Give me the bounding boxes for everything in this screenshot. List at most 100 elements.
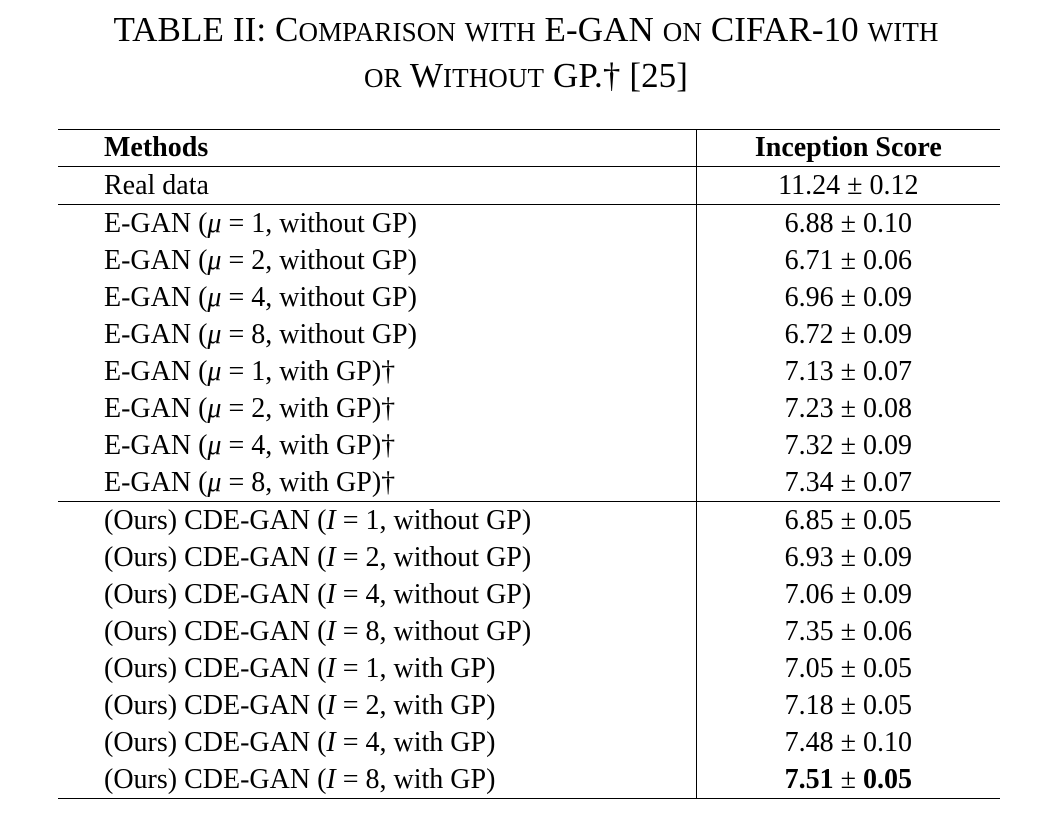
plus-minus-sign: ± <box>833 319 863 350</box>
score-cell: 11.24 ± 0.12 <box>696 166 1000 205</box>
table-row: (Ours) CDE-GAN (I = 1, without GP) 6.85 ±… <box>58 501 1000 539</box>
plus-minus-sign: ± <box>833 579 863 610</box>
method-cell: E-GAN (μ = 4, with GP)† <box>58 427 697 464</box>
score-mean: 7.34 <box>784 467 834 498</box>
method-cell: (Ours) CDE-GAN (I = 1, with GP) <box>58 650 697 687</box>
method-cell: E-GAN (μ = 2, with GP)† <box>58 390 697 427</box>
score-std: 0.10 <box>862 727 912 758</box>
results-table: Methods Inception Score Real data 11.24 ±… <box>58 129 1000 799</box>
plus-minus-sign: ± <box>833 356 863 387</box>
method-cell: (Ours) CDE-GAN (I = 1, without GP) <box>58 501 697 539</box>
table-row: (Ours) CDE-GAN (I = 8, with GP) 7.51 ± 0.… <box>58 761 1000 799</box>
method-cell: Real data <box>58 166 697 205</box>
score-cell: 7.13 ± 0.07 <box>696 353 1000 390</box>
score-cell: 6.85 ± 0.05 <box>696 501 1000 539</box>
score-cell: 6.96 ± 0.09 <box>696 279 1000 316</box>
table-body: Real data 11.24 ± 0.12 E-GAN (μ = 1, witho… <box>58 166 1000 799</box>
score-cell: 7.18 ± 0.05 <box>696 687 1000 724</box>
caption-line-1: TABLE II: COMPARISON WITH E-GAN ON CIFAR… <box>113 10 939 49</box>
table-row: E-GAN (μ = 4, with GP)† 7.32 ± 0.09 <box>58 427 1000 464</box>
table-row: E-GAN (μ = 8, with GP)† 7.34 ± 0.07 <box>58 464 1000 502</box>
table-row: E-GAN (μ = 1, without GP) 6.88 ± 0.10 <box>58 204 1000 242</box>
table-row: (Ours) CDE-GAN (I = 2, with GP) 7.18 ± 0.… <box>58 687 1000 724</box>
score-cell: 6.72 ± 0.09 <box>696 316 1000 353</box>
score-mean: 11.24 <box>778 170 841 201</box>
score-mean: 6.71 <box>784 245 834 276</box>
score-std: 0.06 <box>862 616 912 647</box>
plus-minus-sign: ± <box>833 727 863 758</box>
score-std: 0.09 <box>862 579 912 610</box>
method-cell: (Ours) CDE-GAN (I = 2, with GP) <box>58 687 697 724</box>
table-row: E-GAN (μ = 2, with GP)† 7.23 ± 0.08 <box>58 390 1000 427</box>
method-cell: (Ours) CDE-GAN (I = 4, with GP) <box>58 724 697 761</box>
method-cell: E-GAN (μ = 4, without GP) <box>58 279 697 316</box>
score-std: 0.07 <box>862 356 912 387</box>
table-row: Real data 11.24 ± 0.12 <box>58 166 1000 205</box>
table-row: E-GAN (μ = 2, without GP) 6.71 ± 0.06 <box>58 242 1000 279</box>
score-cell: 7.05 ± 0.05 <box>696 650 1000 687</box>
plus-minus-sign: ± <box>833 616 863 647</box>
score-std: 0.09 <box>862 282 912 313</box>
score-mean: 6.96 <box>784 282 834 313</box>
score-cell: 6.88 ± 0.10 <box>696 204 1000 242</box>
score-cell: 7.48 ± 0.10 <box>696 724 1000 761</box>
method-cell: E-GAN (μ = 8, with GP)† <box>58 464 697 502</box>
table-row: (Ours) CDE-GAN (I = 4, with GP) 7.48 ± 0.… <box>58 724 1000 761</box>
method-cell: (Ours) CDE-GAN (I = 4, without GP) <box>58 576 697 613</box>
score-cell: 7.06 ± 0.09 <box>696 576 1000 613</box>
score-mean: 7.06 <box>784 579 834 610</box>
method-cell: (Ours) CDE-GAN (I = 8, without GP) <box>58 613 697 650</box>
score-std: 0.06 <box>862 245 912 276</box>
plus-minus-sign: ± <box>833 690 863 721</box>
score-std: 0.12 <box>869 170 919 201</box>
score-mean: 7.18 <box>784 690 834 721</box>
plus-minus-sign: ± <box>833 245 863 276</box>
plus-minus-sign: ± <box>833 542 863 573</box>
score-mean: 7.05 <box>784 653 834 684</box>
table-caption: TABLE II: COMPARISON WITH E-GAN ON CIFAR… <box>0 8 1052 100</box>
score-std: 0.10 <box>862 208 912 239</box>
score-mean: 6.88 <box>784 208 834 239</box>
score-cell: 7.35 ± 0.06 <box>696 613 1000 650</box>
score-cell: 7.23 ± 0.08 <box>696 390 1000 427</box>
caption-line-2: OR WITHOUT GP.† [25] <box>363 56 689 95</box>
score-std: 0.05 <box>862 690 912 721</box>
plus-minus-sign: ± <box>833 430 863 461</box>
method-cell: E-GAN (μ = 1, with GP)† <box>58 353 697 390</box>
table-row: (Ours) CDE-GAN (I = 1, with GP) 7.05 ± 0.… <box>58 650 1000 687</box>
plus-minus-sign: ± <box>833 208 863 239</box>
score-cell: 7.32 ± 0.09 <box>696 427 1000 464</box>
table-row: E-GAN (μ = 1, with GP)† 7.13 ± 0.07 <box>58 353 1000 390</box>
header-methods: Methods <box>58 129 697 167</box>
method-cell: (Ours) CDE-GAN (I = 2, without GP) <box>58 539 697 576</box>
score-cell: 6.71 ± 0.06 <box>696 242 1000 279</box>
method-cell: E-GAN (μ = 2, without GP) <box>58 242 697 279</box>
score-std: 0.09 <box>862 430 912 461</box>
header-row: Methods Inception Score <box>58 129 1000 167</box>
score-mean: 7.48 <box>784 727 834 758</box>
table-row: (Ours) CDE-GAN (I = 2, without GP) 6.93 ±… <box>58 539 1000 576</box>
plus-minus-sign: ± <box>833 764 863 795</box>
score-std: 0.07 <box>862 467 912 498</box>
score-mean: 7.13 <box>784 356 834 387</box>
score-cell: 7.34 ± 0.07 <box>696 464 1000 502</box>
table-row: E-GAN (μ = 4, without GP) 6.96 ± 0.09 <box>58 279 1000 316</box>
score-cell: 6.93 ± 0.09 <box>696 539 1000 576</box>
method-cell: E-GAN (μ = 8, without GP) <box>58 316 697 353</box>
plus-minus-sign: ± <box>833 282 863 313</box>
method-cell: E-GAN (μ = 1, without GP) <box>58 204 697 242</box>
score-mean: 7.23 <box>784 393 834 424</box>
score-std: 0.09 <box>862 542 912 573</box>
plus-minus-sign: ± <box>833 393 863 424</box>
score-mean: 6.85 <box>784 505 834 536</box>
plus-minus-sign: ± <box>833 505 863 536</box>
score-std: 0.05 <box>862 505 912 536</box>
table-row: (Ours) CDE-GAN (I = 4, without GP) 7.06 ±… <box>58 576 1000 613</box>
score-mean: 7.32 <box>784 430 834 461</box>
score-std: 0.05 <box>862 653 912 684</box>
plus-minus-sign: ± <box>833 653 863 684</box>
plus-minus-sign: ± <box>833 467 863 498</box>
header-inception-score: Inception Score <box>696 129 1000 167</box>
score-mean: 6.93 <box>784 542 834 573</box>
score-std: 0.08 <box>862 393 912 424</box>
